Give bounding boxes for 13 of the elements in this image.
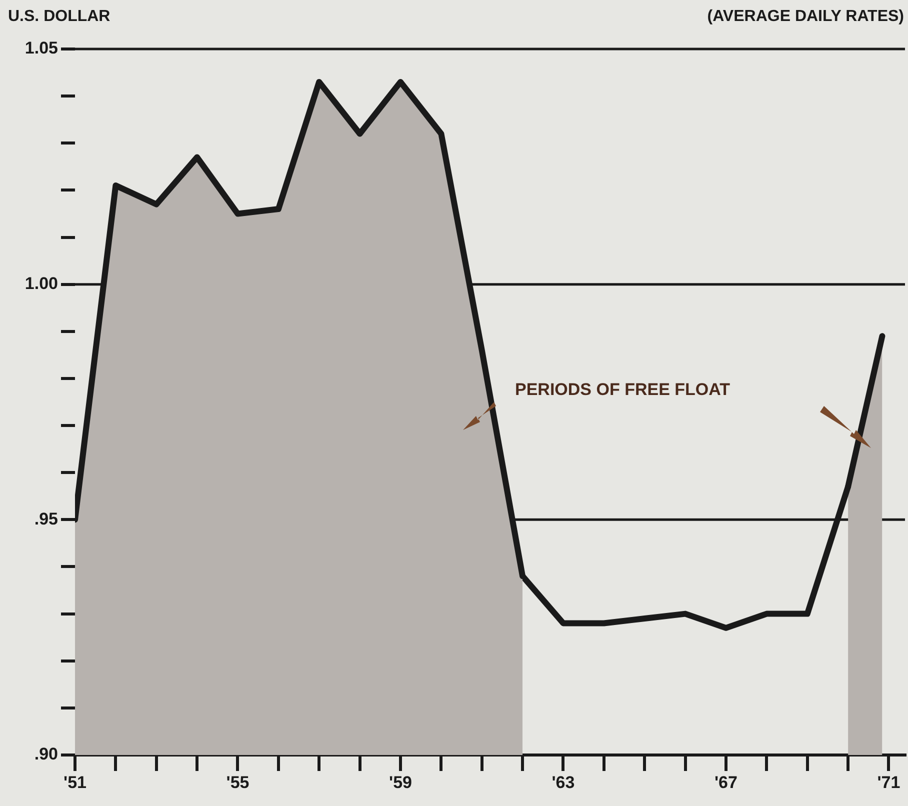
x-tick-label: '71 <box>877 772 900 792</box>
y-tick-label: .95 <box>34 509 58 528</box>
y-tick-label: 1.00 <box>24 274 58 294</box>
x-tick-label: '63 <box>552 772 575 792</box>
chart-subtitle: (AVERAGE DAILY RATES) <box>707 8 904 26</box>
y-axis-title: U.S. DOLLAR <box>8 8 110 26</box>
x-tick-label: '51 <box>64 772 86 792</box>
annotation: PERIODS OF FREE FLOAT <box>515 380 730 400</box>
y-tick-label: .90 <box>34 744 58 764</box>
x-tick-label: '67 <box>714 772 738 792</box>
y-tick-label: 1.05 <box>24 38 58 58</box>
x-tick-label: '59 <box>389 772 412 792</box>
x-tick-label: '55 <box>226 772 250 792</box>
